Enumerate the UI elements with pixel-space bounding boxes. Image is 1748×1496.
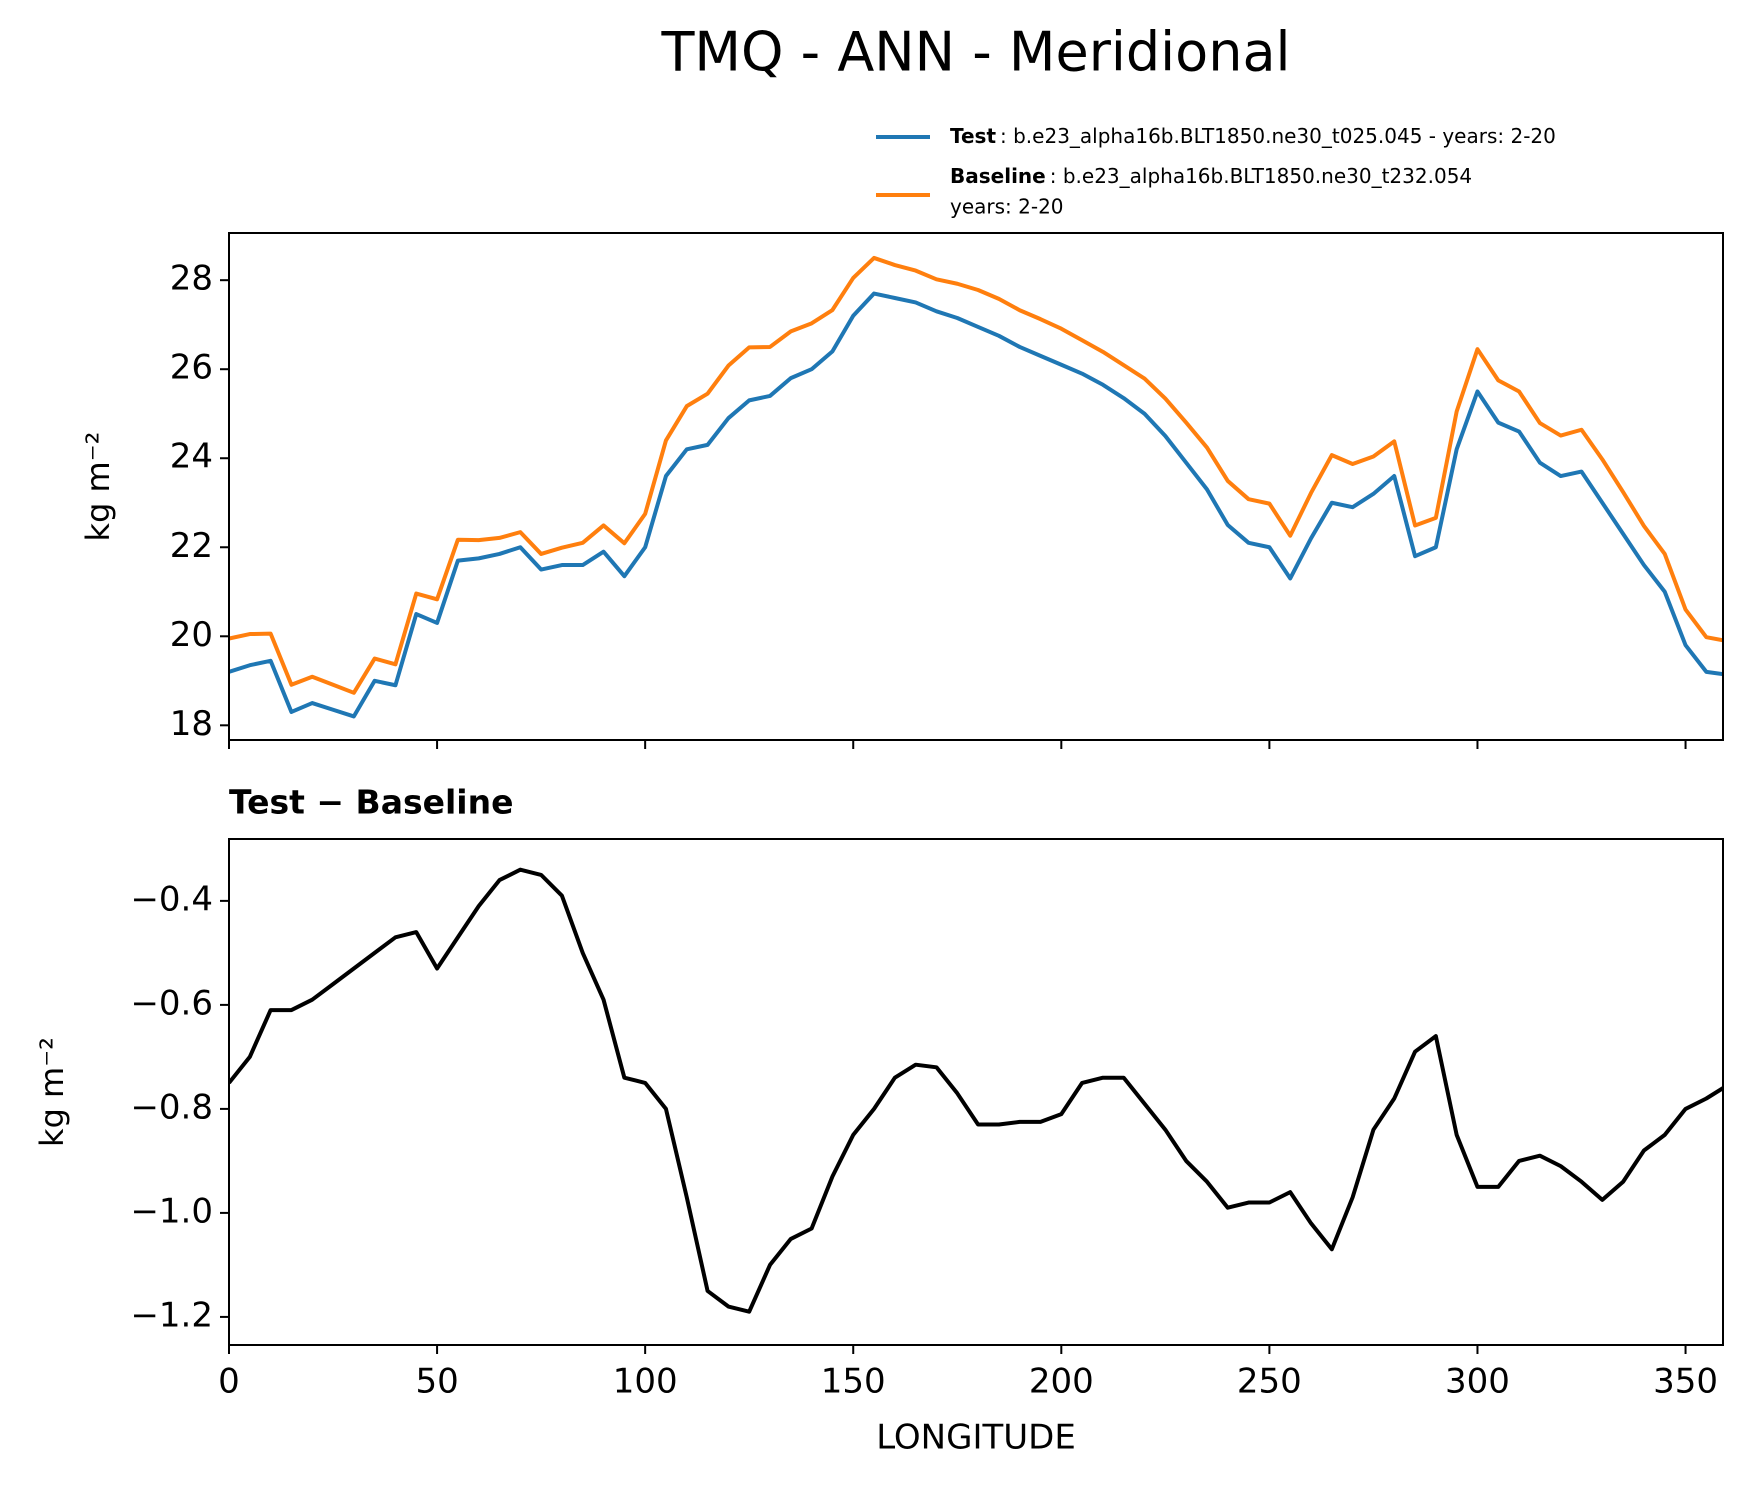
y-tick-label: 18	[170, 704, 213, 744]
legend-name: Test	[950, 124, 996, 148]
x-axis-label: LONGITUDE	[876, 1418, 1076, 1458]
y-axis-label: kg m⁻²	[33, 1037, 71, 1147]
data-line	[229, 291, 1723, 719]
legend-label: years: 2-20	[950, 195, 1064, 219]
x-tick-label: 300	[1445, 1362, 1510, 1402]
x-tick-label: 0	[218, 1362, 240, 1402]
legend-label: : b.e23_alpha16b.BLT1850.ne30_t232.054	[1050, 164, 1472, 188]
legend-name: Baseline	[950, 164, 1046, 188]
y-tick-label: 26	[170, 348, 213, 388]
y-tick-label: 24	[170, 437, 213, 477]
legend-label: : b.e23_alpha16b.BLT1850.ne30_t025.045 -…	[1000, 124, 1556, 148]
y-tick-label: 20	[170, 615, 213, 655]
x-tick-label: 100	[613, 1362, 678, 1402]
axes-frame	[228, 838, 1724, 1346]
y-tick-label: −1.0	[130, 1191, 213, 1231]
y-tick-label: −0.6	[130, 983, 213, 1023]
x-tick-label: 350	[1653, 1362, 1718, 1402]
figure-title: TMQ - ANN - Meridional	[660, 21, 1290, 84]
axes-frame	[228, 232, 1724, 741]
x-tick-label: 200	[1029, 1362, 1094, 1402]
x-tick-label: 250	[1237, 1362, 1302, 1402]
y-tick-label: 22	[170, 526, 213, 566]
y-tick-label: 28	[170, 259, 213, 299]
x-tick-label: 150	[821, 1362, 886, 1402]
legend-entry: Baseline: b.e23_alpha16b.BLT1850.ne30_t2…	[950, 164, 1472, 188]
data-line	[229, 255, 1723, 695]
y-tick-label: −0.4	[130, 879, 213, 919]
data-line	[229, 867, 1723, 1314]
y-axis-label: kg m⁻²	[79, 432, 117, 542]
subplot-title: Test − Baseline	[229, 783, 514, 822]
legend-entry: Test: b.e23_alpha16b.BLT1850.ne30_t025.0…	[950, 124, 1556, 148]
y-tick-label: −0.8	[130, 1087, 213, 1127]
y-tick-label: −1.2	[130, 1295, 213, 1335]
x-tick-label: 50	[415, 1362, 458, 1402]
